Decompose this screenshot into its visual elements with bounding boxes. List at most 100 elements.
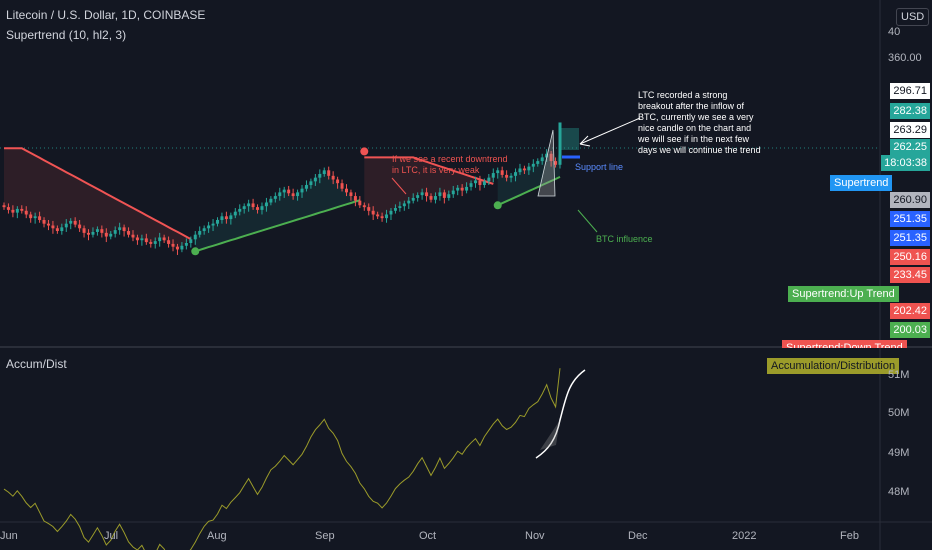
candle-body [207, 225, 211, 229]
candle-body [425, 192, 429, 197]
candle-body [371, 210, 375, 215]
candle-body [73, 220, 77, 225]
candle-body [398, 206, 402, 209]
time-axis-nov: Nov [525, 530, 545, 542]
candle-body [33, 216, 37, 219]
currency-button[interactable]: USD [896, 8, 930, 26]
downtrend-note: If we see a recent downtrend in LTC, it … [392, 154, 508, 175]
candle-body [380, 216, 384, 219]
candle-body [233, 211, 237, 216]
candle-body [389, 210, 393, 215]
price-label-251b: 251.35 [890, 230, 930, 246]
candle-body [118, 227, 122, 231]
candle-body [322, 170, 326, 174]
candle-body [482, 181, 486, 186]
candle-body [491, 173, 495, 178]
candle-body [442, 192, 446, 198]
candle-body [531, 163, 535, 167]
breakout-box [561, 128, 579, 150]
indicator-title[interactable]: Supertrend (10, hl2, 3) [6, 28, 127, 42]
candle-body [402, 203, 406, 207]
candle-body [42, 219, 46, 224]
candle-body [131, 234, 135, 238]
candle-body [38, 216, 42, 220]
price-label-296: 296.71 [890, 83, 930, 99]
candle-body [318, 173, 322, 178]
candle-body [376, 214, 380, 217]
candle-body [202, 228, 206, 232]
support-note: Support line [575, 162, 624, 172]
candle-body [362, 205, 366, 208]
candle-body [198, 231, 202, 235]
candle-body [247, 203, 251, 207]
candle-body [224, 216, 228, 220]
candle-body [358, 200, 362, 206]
candle-body [478, 180, 482, 186]
ad-panel-title[interactable]: Accum/Dist [6, 357, 67, 371]
time-axis-2022: 2022 [732, 530, 757, 542]
candle-body [55, 228, 59, 232]
price-axis-top: 40 [888, 26, 901, 38]
candle-body [60, 227, 64, 232]
candle-body [109, 233, 113, 237]
candle-body [340, 183, 344, 189]
candle-body [193, 234, 197, 240]
candle-body [300, 188, 304, 193]
price-label-262: 262.25 [890, 139, 930, 155]
candle-body [216, 219, 220, 224]
time-axis-jun: Jun [0, 530, 18, 542]
candle-body [487, 177, 491, 182]
candle-body [144, 238, 148, 243]
candle-body [282, 189, 286, 193]
supertrend-down-fill-1 [4, 148, 191, 250]
candle-body [416, 195, 420, 198]
candle-body [296, 192, 300, 197]
countdown-label: 18:03:38 [881, 155, 930, 171]
candle-body [438, 192, 442, 197]
supertrend-down-line-2 [364, 156, 494, 185]
candle-body [46, 223, 50, 226]
candle-body [331, 175, 335, 180]
candle-body [349, 192, 353, 197]
supertrend-up-fill-1 [195, 170, 360, 252]
candle-body [2, 205, 6, 208]
candle-body [184, 242, 188, 246]
candle-body [20, 208, 24, 211]
supertrend-up-marker-1 [191, 247, 200, 256]
ad-axis-49m: 49M [888, 447, 910, 459]
candle-body [167, 240, 171, 244]
candle-body [304, 185, 308, 189]
candle-body [433, 196, 437, 200]
candle-body [127, 231, 131, 235]
candle-body [51, 225, 55, 229]
candle-body [278, 192, 282, 197]
price-label-251a: 251.35 [890, 211, 930, 227]
downtrend-pointer [391, 177, 407, 195]
candle-body [327, 170, 331, 176]
candle-body [522, 168, 526, 171]
time-axis-jul: Jul [104, 530, 119, 542]
supertrend-up-line-2 [497, 175, 561, 207]
price-label-250: 250.16 [890, 249, 930, 265]
candle-body [64, 223, 68, 228]
breakout-arrowhead [579, 135, 591, 147]
supertrend-up-tag: Supertrend:Up Trend [788, 286, 899, 302]
price-label-233: 233.45 [890, 267, 930, 283]
candle-body [78, 224, 82, 229]
candle-body [540, 157, 544, 162]
ad-axis-50m: 50M [888, 407, 910, 419]
ad-trend-arrow [535, 369, 586, 459]
ad-highlight [540, 420, 560, 450]
candle-body [309, 181, 313, 186]
candle-body [460, 187, 464, 191]
price-label-282: 282.38 [890, 103, 930, 119]
candle-body [251, 203, 255, 208]
btc-pointer [577, 209, 598, 233]
ad-axis-48m: 48M [888, 486, 910, 498]
candle-body [242, 206, 246, 209]
candle-body [260, 206, 264, 210]
candle-body [269, 198, 273, 203]
supertrend-down-line-1 [4, 147, 192, 240]
